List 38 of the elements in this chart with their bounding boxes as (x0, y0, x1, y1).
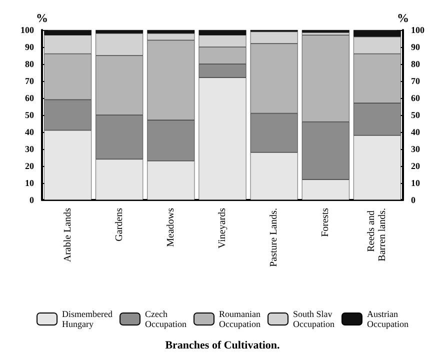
x-tick-label: Forests (320, 208, 332, 237)
y-tick-label: 90 (25, 42, 34, 52)
x-tick-label: Arable Lands (62, 208, 74, 262)
legend-label: Austrian Occupation (366, 309, 409, 329)
y2-tick-label: 40 (411, 127, 420, 137)
x-tick-label: Pasture Lands. (268, 208, 280, 267)
y2-tick-label: 20 (411, 161, 420, 171)
y2-tick-label: 90 (411, 42, 420, 52)
y2-tick-label: 100 (411, 25, 425, 35)
y-tick-label: 70 (25, 76, 34, 86)
y-tick-label: 0 (30, 195, 34, 205)
legend-label: South Slav Occupation (292, 309, 335, 329)
y2-tick-label: 10 (411, 178, 420, 188)
legend-label: Roumanian Occupation (219, 309, 261, 329)
y2-tick-label: 60 (411, 93, 420, 103)
x-tick-label: Gardens (114, 208, 125, 242)
legend-label: Dismembered Hungary (62, 309, 114, 329)
y-tick-label: 80 (25, 59, 34, 69)
y-axis-title: % (36, 11, 48, 25)
y-tick-label: 40 (25, 127, 34, 137)
x-tick-label: Reeds and Barren lands. (366, 208, 388, 262)
y-tick-label: 100 (20, 25, 34, 35)
y-tick-label: 30 (25, 144, 34, 154)
x-tick-label: Vineyards (217, 208, 228, 248)
y2-tick-label: 0 (411, 195, 416, 205)
y-tick-label: 60 (25, 93, 34, 103)
legend-label: Czech Occupation (145, 309, 188, 329)
y2-tick-label: 70 (411, 76, 420, 86)
y-tick-label: 10 (25, 178, 34, 188)
y2-tick-label: 80 (411, 59, 420, 69)
y-tick-label: 50 (25, 110, 34, 120)
text: Branches of Cultivation. (165, 340, 280, 352)
y2-tick-label: 50 (411, 110, 420, 120)
bar (302, 30, 350, 33)
x-tick-label: Meadows (165, 208, 176, 247)
y-tick-label: 20 (25, 161, 34, 171)
y2-axis-title: % (397, 11, 409, 25)
y2-tick-label: 30 (411, 144, 420, 154)
